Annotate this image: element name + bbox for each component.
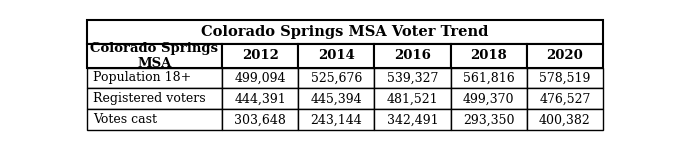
Bar (374, 67, 451, 89)
Text: 444,391: 444,391 (234, 92, 286, 105)
Text: 2012: 2012 (242, 49, 279, 62)
Bar (451, 109, 527, 130)
Text: 499,094: 499,094 (234, 72, 286, 84)
Bar (527, 44, 603, 67)
Bar (374, 109, 451, 130)
Bar (527, 109, 603, 130)
Text: 342,491: 342,491 (387, 113, 438, 126)
Text: 303,648: 303,648 (234, 113, 286, 126)
Text: 445,394: 445,394 (310, 92, 362, 105)
Text: Colorado Springs MSA Voter Trend: Colorado Springs MSA Voter Trend (201, 25, 489, 39)
Bar (298, 44, 374, 67)
Text: Registered voters: Registered voters (93, 92, 206, 105)
Bar (222, 44, 298, 67)
Text: 293,350: 293,350 (463, 113, 515, 126)
Bar (374, 44, 451, 67)
Bar (451, 44, 527, 67)
Text: 2018: 2018 (470, 49, 507, 62)
Bar (87, 44, 222, 67)
Text: 578,519: 578,519 (539, 72, 591, 84)
Bar (451, 89, 527, 109)
Bar (87, 67, 222, 89)
Bar (87, 20, 603, 44)
Text: 2014: 2014 (318, 49, 355, 62)
Bar (222, 67, 298, 89)
Text: 2020: 2020 (546, 49, 583, 62)
Text: Colorado Springs
MSA: Colorado Springs MSA (90, 42, 218, 70)
Text: Population 18+: Population 18+ (93, 72, 191, 84)
Bar (298, 109, 374, 130)
Text: Votes cast: Votes cast (93, 113, 157, 126)
Text: 525,676: 525,676 (311, 72, 362, 84)
Text: 476,527: 476,527 (539, 92, 591, 105)
Bar (298, 89, 374, 109)
Bar (527, 89, 603, 109)
Bar (87, 109, 222, 130)
Text: 499,370: 499,370 (463, 92, 515, 105)
Bar (298, 67, 374, 89)
Text: 481,521: 481,521 (387, 92, 438, 105)
Bar (527, 67, 603, 89)
Bar (451, 67, 527, 89)
Bar (374, 89, 451, 109)
Text: 243,144: 243,144 (310, 113, 362, 126)
Bar (222, 109, 298, 130)
Text: 561,816: 561,816 (463, 72, 515, 84)
Text: 2016: 2016 (394, 49, 431, 62)
Text: 539,327: 539,327 (387, 72, 438, 84)
Bar (87, 89, 222, 109)
Text: 400,382: 400,382 (539, 113, 591, 126)
Bar (222, 89, 298, 109)
